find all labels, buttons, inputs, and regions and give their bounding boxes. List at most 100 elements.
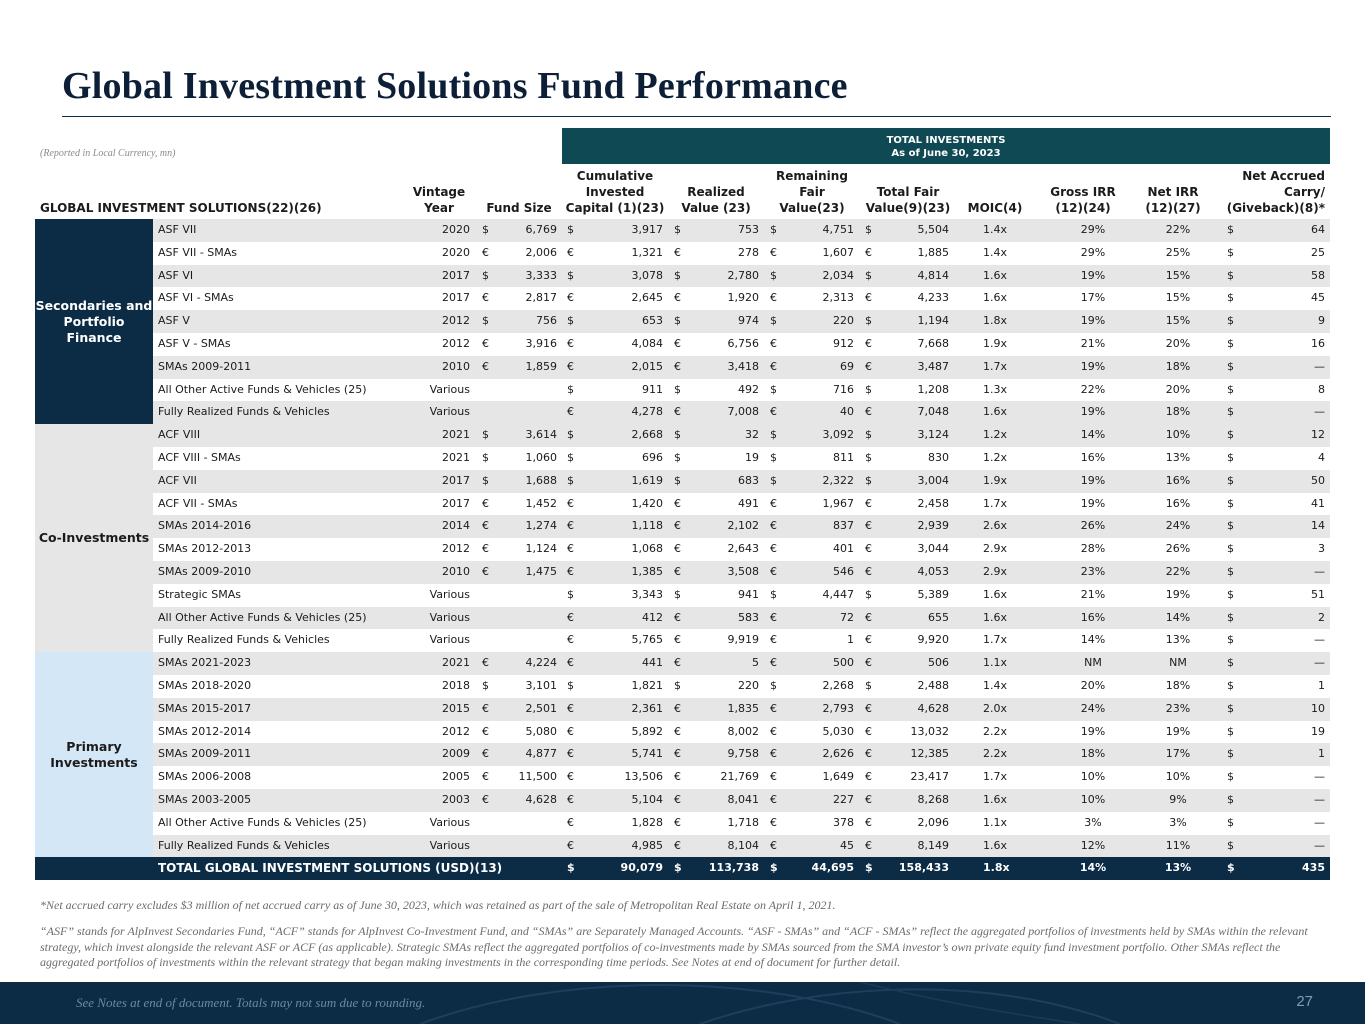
total-currency: €: [865, 747, 872, 761]
fund-size-currency: $: [482, 679, 489, 692]
total-row-left-cell: [35, 857, 153, 881]
net-irr: 17%: [1165, 747, 1191, 761]
total-currency: €: [865, 815, 872, 829]
col-header-vintage: Vintage Year: [412, 185, 466, 215]
fund-name: All Other Active Funds & Vehicles (25): [158, 815, 367, 829]
invested-currency: $: [567, 268, 574, 282]
realized-value: 683: [738, 473, 759, 487]
remaining-currency: €: [770, 496, 777, 510]
fund-size: 3,333: [525, 268, 558, 282]
total-currency: €: [865, 337, 872, 350]
total-fair-value: 1,208: [917, 382, 950, 396]
gross-irr: 21%: [1080, 587, 1106, 601]
fund-name: SMAs 2009-2011: [158, 747, 252, 761]
realized-value: 1,835: [727, 701, 760, 715]
carry-currency: $: [1227, 679, 1234, 692]
fund-name: SMAs 2009-2011: [158, 359, 252, 373]
realized-value: 220: [738, 679, 759, 692]
total-currency: $: [865, 223, 872, 236]
col-header-fund-size: Fund Size: [486, 201, 552, 215]
total-fair-value: 158,433: [898, 861, 949, 875]
remaining-value: 227: [833, 793, 854, 806]
title-divider: [62, 116, 1331, 117]
moic: 2.9x: [983, 565, 1008, 578]
fund-size-currency: €: [482, 337, 489, 350]
total-currency: €: [865, 291, 872, 305]
net-carry: 1: [1318, 679, 1325, 692]
total-currency: €: [865, 838, 872, 852]
group-label: Secondaries and Portfolio Finance: [35, 219, 153, 425]
as-of-date: As of June 30, 2023: [891, 148, 1001, 159]
invested-capital: 2,668: [631, 428, 664, 442]
remaining-currency: €: [770, 245, 777, 259]
invested-currency: €: [567, 724, 574, 738]
fund-size-currency: €: [482, 656, 489, 670]
remaining-currency: $: [770, 473, 777, 487]
invested-capital: 5,104: [631, 793, 664, 806]
total-invested: 90,079: [620, 861, 663, 875]
remaining-value: 1: [847, 633, 854, 647]
fund-size-currency: €: [482, 291, 489, 305]
moic: 1.2x: [983, 428, 1008, 442]
vintage-year: 2012: [442, 314, 470, 328]
invested-capital: 1,068: [631, 542, 664, 556]
invested-capital: 2,361: [631, 701, 664, 715]
fund-size-currency: €: [482, 565, 489, 578]
table-row: Fully Realized Funds & Vehicles Various €4…: [153, 401, 1330, 425]
fund-name: SMAs 2012-2013: [158, 542, 252, 556]
total-row: TOTAL GLOBAL INVESTMENT SOLUTIONS (USD)(…: [153, 857, 1330, 881]
realized-value: 583: [738, 610, 759, 624]
fund-size-currency: €: [482, 701, 489, 715]
fund-name: ASF VII: [158, 223, 197, 236]
net-irr: 19%: [1165, 587, 1191, 601]
invested-currency: €: [567, 747, 574, 761]
carry-currency: $: [1227, 747, 1234, 761]
carry-currency: $: [1227, 314, 1234, 328]
gross-irr: 10%: [1080, 793, 1106, 806]
total-fair-value: 7,048: [917, 405, 950, 419]
realized-currency: €: [674, 633, 681, 647]
table-row: ASF V - SMAs 2012 €3,916 €4,084 €6,756 €912 €7…: [153, 333, 1330, 356]
remaining-value: 3,092: [822, 428, 855, 442]
realized-value: 2,780: [727, 268, 760, 282]
invested-capital: 1,420: [631, 496, 664, 510]
net-irr: 11%: [1165, 838, 1191, 852]
remaining-value: 72: [840, 610, 854, 624]
realized-value: 492: [738, 382, 759, 396]
invested-currency: €: [567, 701, 574, 715]
fund-size-currency: €: [482, 724, 489, 738]
total-fair-value: 3,487: [917, 359, 950, 373]
gross-irr: 17%: [1080, 291, 1106, 305]
fund-size: 1,452: [525, 496, 558, 510]
net-irr: 26%: [1165, 542, 1191, 556]
carry-currency: $: [1227, 245, 1234, 259]
fund-name: ASF V - SMAs: [158, 337, 231, 350]
total-realized-currency: $: [674, 861, 682, 875]
moic: 1.6x: [983, 405, 1008, 419]
group-label: Primary Investments: [35, 652, 153, 858]
fund-name: Strategic SMAs: [158, 587, 241, 601]
realized-currency: $: [674, 314, 681, 328]
gross-irr: 10%: [1080, 770, 1106, 784]
vintage-year: 2012: [442, 542, 470, 556]
realized-currency: €: [674, 291, 681, 305]
remaining-currency: €: [770, 542, 777, 556]
remaining-value: 4,751: [822, 223, 855, 236]
table-row: Strategic SMAs Various $3,343 $941 $4,447 $5,…: [153, 584, 1330, 607]
moic: 1.7x: [983, 359, 1008, 373]
fund-size-currency: $: [482, 223, 489, 236]
net-carry: —: [1314, 793, 1325, 806]
total-realized: 113,738: [708, 861, 759, 875]
realized-value: 8,104: [727, 838, 760, 852]
net-irr: 16%: [1165, 473, 1191, 487]
fund-name: SMAs 2021-2023: [158, 656, 252, 670]
table-row: SMAs 2012-2014 2012 €5,080 €5,892 €8,002 €5,0…: [153, 721, 1330, 744]
remaining-currency: $: [770, 268, 777, 282]
carry-currency: $: [1227, 793, 1234, 806]
total-fair-value: 7,668: [917, 337, 950, 350]
realized-currency: $: [674, 587, 681, 601]
moic: 1.1x: [983, 815, 1008, 829]
gross-irr: 21%: [1080, 337, 1106, 350]
invested-currency: €: [567, 519, 574, 533]
total-investments-title: TOTAL INVESTMENTS: [886, 135, 1006, 146]
